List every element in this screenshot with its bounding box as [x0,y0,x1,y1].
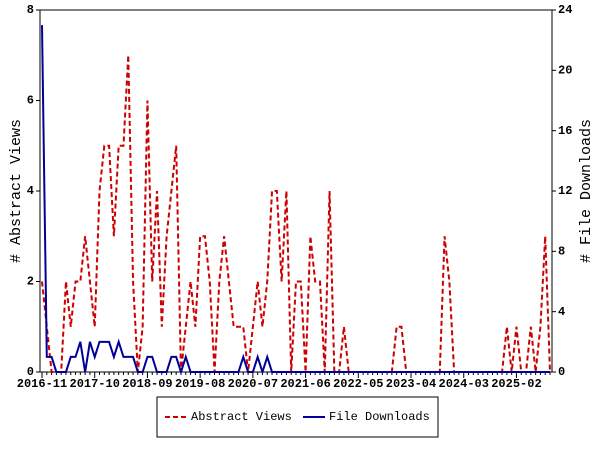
x-tick-label: 2020-07 [228,377,278,391]
x-tick-label: 2022-05 [333,377,383,391]
x-tick-label: 2019-08 [175,377,225,391]
y2-tick-label: 0 [558,365,565,379]
series-line [41,25,550,376]
y2-tick-label: 16 [558,124,572,138]
y2-tick-label: 20 [558,64,572,78]
y-tick-label: 0 [27,365,34,379]
x-tick-label: 2021-06 [280,377,330,391]
x-tick-label: 2018-09 [122,377,172,391]
legend-label: Abstract Views [191,410,292,424]
y2-tick-label: 4 [558,305,565,319]
y2-tick-label: 12 [558,184,572,198]
y2-tick-label: 24 [558,3,572,17]
series-line [41,55,551,373]
legend-label: File Downloads [329,410,430,424]
x-tick-label: 2017-10 [70,377,120,391]
legend-box [156,396,439,438]
x-tick-label: 2024-03 [439,377,489,391]
y2-tick-label: 8 [558,245,565,259]
x-tick-label: 2023-04 [386,377,436,391]
x-tick-label: 2025-02 [491,377,541,391]
y-tick-label: 4 [27,184,34,198]
y-tick-label: 2 [27,275,34,289]
x-tick-label: 2016-11 [17,377,67,391]
y-tick-label: 6 [27,94,34,108]
y2-axis-title: # File Downloads [578,119,595,263]
y-axis-title: # Abstract Views [8,119,25,263]
y-tick-label: 8 [27,3,34,17]
